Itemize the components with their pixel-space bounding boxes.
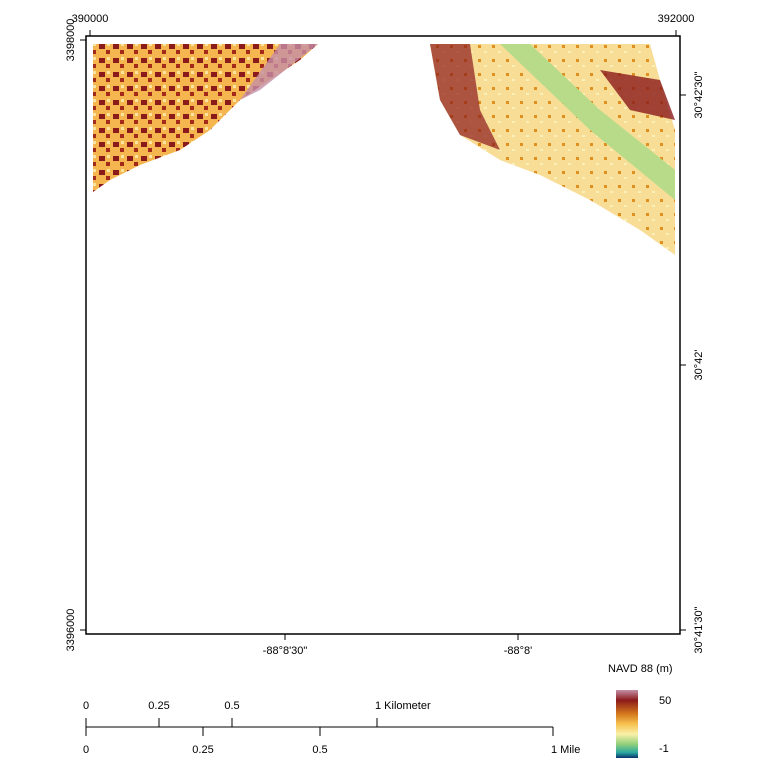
grid-label: 30°42'30"	[693, 71, 705, 118]
grid-label: 3396000	[65, 609, 77, 652]
legend-title: NAVD 88 (m)	[608, 663, 673, 675]
elevation-area	[430, 44, 675, 255]
legend-ramp	[616, 690, 638, 758]
elevation-area	[240, 44, 318, 100]
grid-label: 392000	[658, 13, 695, 25]
scale-label: 0.25	[148, 700, 169, 712]
grid-label: 3398000	[65, 19, 77, 62]
elevation-area	[430, 44, 500, 150]
grid-label: 30°42'	[693, 350, 705, 381]
river-corridor	[500, 44, 675, 200]
legend-min: -1	[659, 743, 669, 755]
scale-label: 1 Mile	[551, 744, 580, 756]
scale-label: 0.5	[224, 700, 239, 712]
grid-label: -88°8'	[504, 645, 533, 657]
grid-label: 390000	[72, 13, 109, 25]
legend-max: 50	[659, 695, 671, 707]
grid-label: 30°41'30"	[693, 606, 705, 653]
elevation-area	[600, 70, 675, 120]
scale-label: 0.5	[312, 744, 327, 756]
scale-label: 0	[83, 700, 89, 712]
scale-label: 0.25	[192, 744, 213, 756]
scale-label: 0	[83, 744, 89, 756]
scale-label: 1 Kilometer	[375, 700, 431, 712]
map-frame	[85, 35, 681, 635]
grid-label: -88°8'30"	[263, 645, 308, 657]
